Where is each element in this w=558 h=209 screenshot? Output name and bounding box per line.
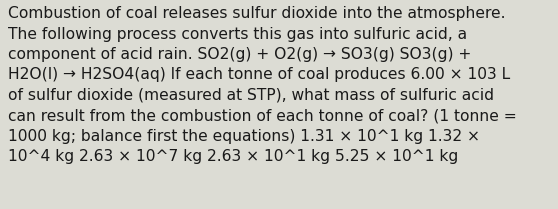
- Text: Combustion of coal releases sulfur dioxide into the atmosphere.
The following pr: Combustion of coal releases sulfur dioxi…: [8, 6, 517, 164]
